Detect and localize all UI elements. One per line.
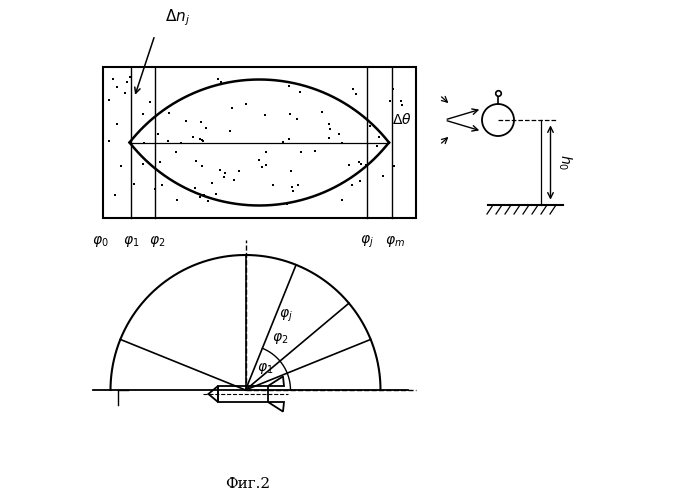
Text: $\varphi_0$: $\varphi_0$ xyxy=(92,234,109,248)
Text: $\varphi_j$: $\varphi_j$ xyxy=(279,308,293,324)
Text: $\Delta\theta$: $\Delta\theta$ xyxy=(392,112,412,128)
Text: $\varphi_1$: $\varphi_1$ xyxy=(258,361,274,376)
Text: $h_0$: $h_0$ xyxy=(556,154,574,170)
Bar xyxy=(103,68,416,218)
Bar xyxy=(218,386,268,402)
Text: $\varphi_m$: $\varphi_m$ xyxy=(385,234,404,248)
Text: $\varphi_2$: $\varphi_2$ xyxy=(149,234,165,248)
Text: $\varphi_1$: $\varphi_1$ xyxy=(123,234,139,248)
Text: $\varphi_j$: $\varphi_j$ xyxy=(360,234,374,250)
Text: Фиг.2: Фиг.2 xyxy=(225,477,270,491)
Text: $\varphi_2$: $\varphi_2$ xyxy=(272,331,289,346)
Text: $\Delta n_j$: $\Delta n_j$ xyxy=(165,7,190,28)
